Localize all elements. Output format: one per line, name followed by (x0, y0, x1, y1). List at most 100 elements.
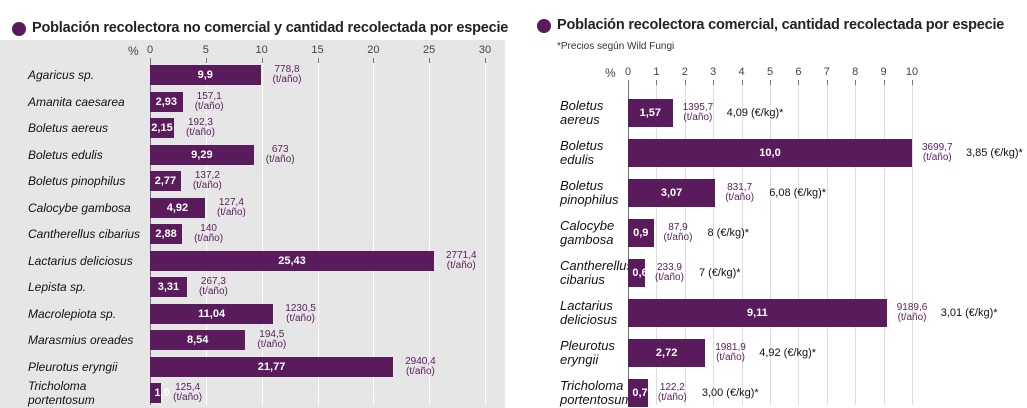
quantity-unit: (t/año) (725, 192, 755, 203)
grid-line (855, 85, 857, 405)
grid-line (429, 63, 431, 405)
category-label: Boletus aereus (560, 98, 604, 127)
category-label: Calocybe gambosa (28, 200, 131, 215)
category-label: Boletus edulis (560, 138, 604, 167)
category-label: Pleurotus eryngii (28, 359, 118, 374)
bar (150, 356, 394, 377)
category-label: Marasmius oreades (28, 333, 134, 347)
bar (628, 219, 654, 247)
grid-line (770, 85, 771, 405)
grid-line (261, 63, 263, 405)
bar-value-label: 3,07 (660, 187, 683, 199)
bar-value-label: 9,11 (746, 307, 768, 319)
bar (150, 171, 181, 191)
quantity-unit: (t/año) (194, 100, 224, 112)
quantity-value: 194,5 (259, 329, 285, 340)
bar (628, 139, 912, 167)
category-label: Boletus pinophilus (28, 174, 126, 188)
tick-mark (741, 80, 743, 85)
quantity-label: 267,3 (t/año) (199, 277, 228, 297)
quantity-unit: (t/año) (272, 74, 302, 85)
quantity-unit: (t/año) (657, 392, 687, 403)
category-label: Boletus edulis (28, 147, 103, 162)
bar (150, 277, 187, 297)
category-label: Lactarius deliciosus (28, 253, 133, 268)
bar-value-label: 2,72 (655, 347, 678, 359)
grid-line (373, 63, 375, 405)
price-label: 3,00 (€/kg)* (702, 387, 759, 399)
quantity-unit: (t/año) (186, 127, 215, 138)
bar (150, 197, 205, 218)
grid-line (741, 85, 743, 405)
quantity-unit: (t/año) (683, 112, 713, 123)
quantity-value: 140 (200, 223, 217, 234)
x-tick-label: 8 (852, 66, 859, 78)
bar (150, 303, 274, 324)
price-unit: (€/kg)* (783, 347, 817, 359)
quantity-value: 673 (271, 143, 289, 155)
price-unit: (€/kg)* (990, 147, 1023, 159)
x-tick-label: 0 (146, 44, 154, 56)
quantity-label: 233,9 (t/año) (655, 263, 684, 283)
category-label: Amanita caesarea (28, 94, 125, 109)
price-label: 8 (€/kg)* (708, 227, 750, 239)
category-label: Tricholoma portentosum (28, 379, 95, 407)
bar-value-label: 0,7 (632, 387, 648, 399)
price-value: 7 (699, 267, 706, 279)
quantity-label: 127,4 (t/año) (217, 196, 246, 218)
grid-line (713, 85, 715, 405)
quantity-label: 140 (t/año) (194, 224, 223, 244)
x-tick-label: 7 (823, 66, 830, 78)
quantity-value: 2771,4 (445, 249, 477, 261)
bar (150, 330, 246, 350)
price-label: 4,92 (€/kg)* (759, 347, 816, 359)
quantity-label: 1981,9 (t/año) (715, 343, 746, 363)
x-tick-label: 20 (367, 44, 380, 56)
bar (628, 339, 706, 367)
bar (150, 383, 162, 403)
x-tick-label: 5 (766, 66, 774, 78)
category-label: Cantherellus cibarius (560, 258, 633, 287)
grid-line (656, 85, 658, 405)
category-label: Boletus aereus (28, 121, 109, 135)
category-label: Lactarius deliciosus (560, 298, 618, 327)
price-unit: (€/kg)* (716, 227, 750, 239)
quantity-value: 233,9 (656, 262, 682, 273)
quantity-unit: (t/año) (716, 352, 745, 363)
quantity-unit: (t/año) (897, 312, 927, 323)
price-label: 3,85 (€/kg)* (966, 147, 1023, 159)
quantity-value: 127,4 (218, 196, 244, 208)
bar-value-label: 25,43 (278, 254, 306, 267)
tick-mark (429, 58, 431, 63)
quantity-label: 192,3 (t/año) (186, 118, 215, 138)
quantity-unit: (t/año) (663, 232, 693, 243)
quantity-unit: (t/año) (446, 259, 476, 271)
grid-line (912, 85, 913, 405)
category-label: Cantherellus cibarius (28, 227, 141, 241)
quantity-unit: (t/año) (198, 286, 228, 297)
tick-mark (855, 80, 857, 85)
quantity-label: 673 (t/año) (266, 143, 295, 165)
price-value: 8 (707, 227, 714, 239)
bar-value-label: 0,9 (633, 227, 649, 239)
price-label: 6,08 (€/kg)* (769, 187, 826, 199)
price-unit: (€/kg)* (793, 187, 827, 199)
tick-mark (798, 80, 800, 85)
bar (150, 224, 183, 244)
x-tick-label: 6 (795, 66, 802, 78)
chart-subtitle: *Precios según Wild Fungi (557, 41, 675, 52)
category-label: Boletus pinophilus (560, 178, 619, 207)
price-value: 3,00 (701, 387, 724, 399)
quantity-label: 1230,5 (t/año) (285, 303, 316, 324)
quantity-label: 157,1 (t/año) (194, 91, 224, 112)
category-label: Pleurotus eryngii (560, 338, 615, 367)
price-value: 3,01 (940, 307, 963, 319)
x-tick-label: 0 (624, 66, 632, 78)
price-unit: (€/kg)* (751, 107, 784, 119)
quantity-label: 194,5 (t/año) (257, 330, 286, 350)
quantity-label: 122,2 (t/año) (658, 383, 687, 403)
quantity-value: 9189,6 (896, 302, 928, 313)
panel-background (0, 40, 505, 408)
chart-title: Población recolectora no comercial y can… (32, 20, 509, 36)
